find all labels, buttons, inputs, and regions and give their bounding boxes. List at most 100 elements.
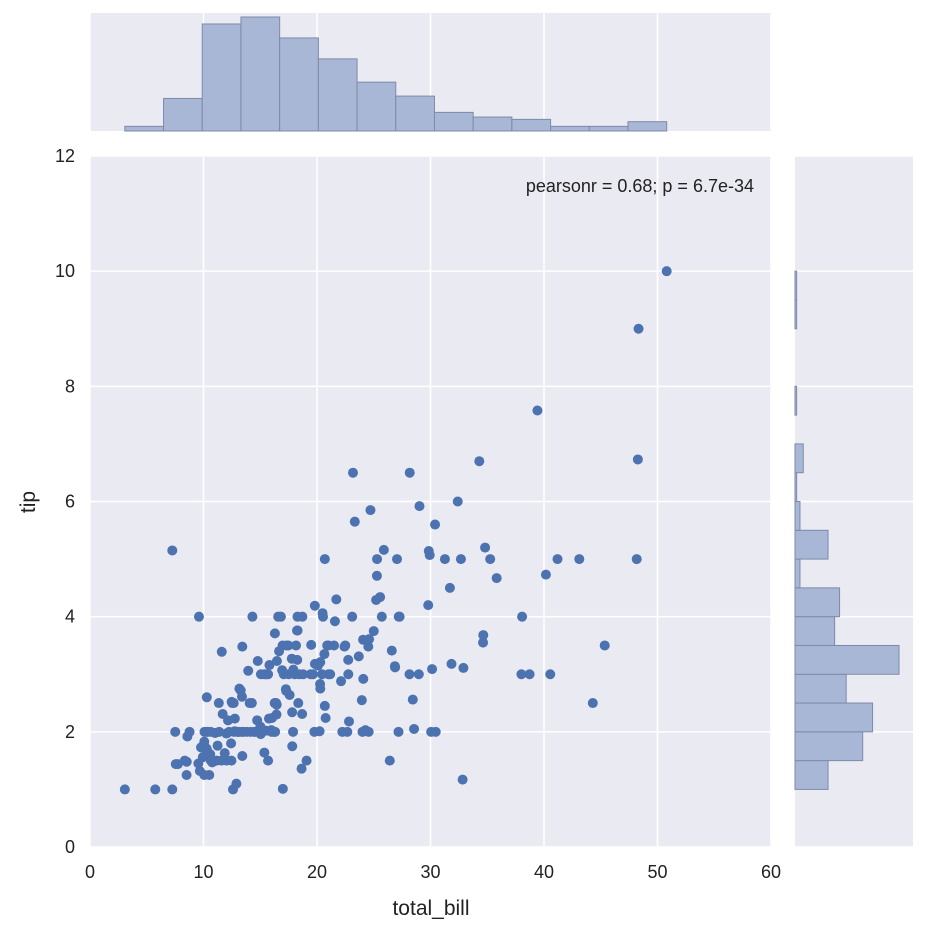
y-tick-label: 8 [65, 376, 75, 396]
data-point [271, 709, 282, 720]
data-point [325, 669, 336, 680]
right-histogram-bar [794, 299, 798, 330]
data-point [404, 669, 415, 680]
data-point [455, 554, 466, 565]
y-axis-label: tip [17, 491, 40, 513]
data-point [632, 454, 643, 465]
data-point [213, 698, 224, 709]
data-point [340, 640, 351, 651]
right-histogram-bar [794, 587, 841, 618]
data-point [236, 691, 247, 702]
data-point [368, 626, 379, 637]
data-point [545, 669, 556, 680]
data-point [532, 405, 543, 416]
x-tick-labels: 0 10 20 30 40 50 60 [85, 862, 781, 882]
y-tick-label: 2 [65, 722, 75, 742]
data-point [329, 640, 340, 651]
data-point [252, 656, 263, 667]
data-point [292, 654, 303, 665]
data-point [427, 664, 438, 675]
y-tick-label: 12 [55, 146, 75, 166]
data-point [358, 673, 369, 684]
data-point [181, 756, 192, 767]
data-point [167, 545, 178, 556]
data-point [485, 554, 496, 565]
data-point [372, 554, 383, 565]
data-point [430, 519, 441, 530]
top-histogram-bar [201, 23, 242, 132]
data-point [378, 544, 389, 555]
right-histogram-bar [794, 270, 798, 301]
data-point [386, 645, 397, 656]
right-histogram-bar [794, 529, 829, 560]
data-point [574, 554, 585, 565]
data-point [246, 698, 257, 709]
data-point [409, 723, 420, 734]
data-point [540, 569, 551, 580]
data-point [204, 770, 215, 781]
data-point [184, 726, 195, 737]
data-point [517, 611, 528, 622]
data-point [392, 554, 403, 565]
top-histogram-bar [317, 58, 358, 132]
data-point [474, 456, 485, 467]
data-point [181, 770, 192, 781]
data-point [270, 726, 281, 737]
right-histogram-bar [794, 501, 801, 531]
data-point [264, 660, 275, 671]
right-histogram-bar [794, 644, 900, 675]
data-point [349, 516, 360, 527]
top-histogram-bar [124, 125, 165, 132]
data-point [414, 501, 425, 512]
data-point [384, 755, 395, 766]
data-point [353, 651, 364, 662]
data-point [237, 641, 248, 652]
data-point [243, 665, 254, 676]
data-point [315, 683, 326, 694]
data-point [480, 542, 491, 553]
top-histogram-bar [279, 37, 319, 132]
data-point [343, 669, 354, 680]
right-histogram-bar [794, 760, 829, 790]
data-point [319, 700, 330, 711]
data-point [231, 778, 242, 789]
data-point [516, 669, 527, 680]
data-point [287, 707, 298, 718]
data-point [216, 646, 227, 657]
data-point [226, 738, 237, 749]
data-point [301, 755, 312, 766]
data-point [298, 669, 309, 680]
data-point [201, 692, 212, 703]
data-point [439, 554, 450, 565]
x-tick-label: 60 [761, 862, 781, 882]
data-point [552, 554, 563, 565]
data-point [263, 669, 274, 680]
data-point [150, 784, 161, 795]
data-point [119, 784, 130, 795]
x-axis-label: total_bill [392, 897, 469, 920]
data-point [193, 611, 204, 622]
data-point [170, 726, 181, 737]
data-point [365, 505, 376, 516]
top-histogram-bar [356, 81, 397, 132]
data-point [297, 611, 308, 622]
data-point [318, 611, 329, 622]
top-histogram-bar [511, 118, 552, 132]
pearson-annotation: pearsonr = 0.68; p = 6.7e-34 [526, 176, 754, 196]
data-point [342, 726, 353, 737]
right-histogram-bars [794, 270, 900, 790]
data-point [291, 640, 302, 651]
data-point [376, 611, 387, 622]
data-point [393, 726, 404, 737]
data-point [283, 640, 294, 651]
data-point [457, 774, 468, 785]
data-point [319, 554, 330, 565]
data-point [269, 628, 280, 639]
data-point [247, 611, 258, 622]
top-histogram-bar [550, 125, 590, 132]
x-tick-label: 50 [647, 862, 667, 882]
data-point [363, 641, 374, 652]
right-histogram-bar [794, 702, 874, 733]
scatter-points [119, 266, 672, 795]
data-point [319, 649, 330, 660]
